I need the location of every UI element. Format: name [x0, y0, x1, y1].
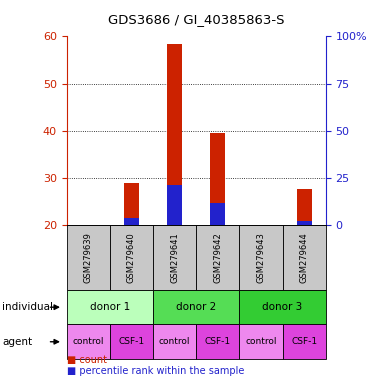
Text: GSM279643: GSM279643	[256, 232, 266, 283]
Text: GDS3686 / GI_40385863-S: GDS3686 / GI_40385863-S	[108, 13, 285, 26]
Text: agent: agent	[2, 337, 32, 347]
Text: GSM279640: GSM279640	[127, 232, 136, 283]
Text: donor 1: donor 1	[90, 302, 130, 312]
Text: ■ count: ■ count	[67, 355, 107, 365]
Bar	[67, 225, 110, 290]
Bar	[124, 183, 139, 225]
Bar	[110, 225, 153, 290]
Bar	[153, 225, 196, 290]
Text: GSM279641: GSM279641	[170, 232, 179, 283]
Bar	[124, 218, 139, 225]
Bar	[283, 225, 326, 290]
Bar	[167, 43, 182, 225]
Bar	[153, 290, 239, 324]
Bar	[153, 324, 196, 359]
Text: CSF-1: CSF-1	[291, 337, 317, 346]
Bar	[296, 221, 312, 225]
Bar	[239, 290, 326, 324]
Bar	[196, 225, 239, 290]
Bar	[196, 324, 239, 359]
Text: CSF-1: CSF-1	[205, 337, 231, 346]
Text: ■ percentile rank within the sample: ■ percentile rank within the sample	[67, 366, 244, 376]
Bar	[239, 324, 283, 359]
Text: control: control	[72, 337, 104, 346]
Bar	[110, 324, 153, 359]
Bar	[210, 204, 225, 225]
Bar	[283, 324, 326, 359]
Text: control: control	[159, 337, 190, 346]
Text: individual: individual	[2, 302, 53, 312]
Text: GSM279644: GSM279644	[300, 232, 309, 283]
Text: GSM279642: GSM279642	[213, 232, 222, 283]
Text: CSF-1: CSF-1	[118, 337, 144, 346]
Text: control: control	[245, 337, 277, 346]
Text: donor 3: donor 3	[263, 302, 303, 312]
Text: GSM279639: GSM279639	[84, 232, 93, 283]
Bar	[67, 290, 153, 324]
Bar	[210, 133, 225, 225]
Bar	[67, 324, 110, 359]
Bar	[167, 185, 182, 225]
Bar	[296, 189, 312, 225]
Bar	[239, 225, 283, 290]
Text: donor 2: donor 2	[176, 302, 216, 312]
